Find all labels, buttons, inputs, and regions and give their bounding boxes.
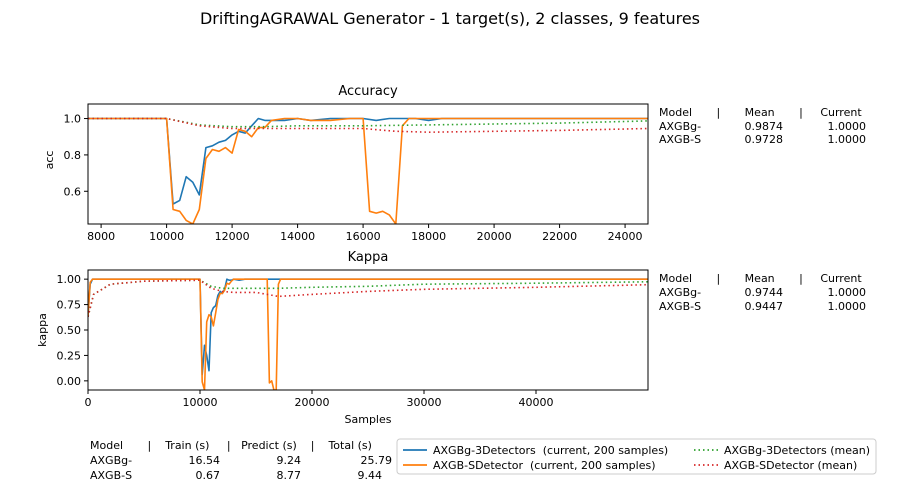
kappa-row-current: 1.0000 bbox=[828, 300, 867, 313]
accuracy-ytick-label: 1.0 bbox=[64, 113, 82, 126]
kappa-xlabel: Samples bbox=[345, 413, 392, 426]
accuracy-xtick-label: 24000 bbox=[608, 230, 643, 243]
timing-row-train: 0.67 bbox=[196, 469, 221, 482]
kappa-row-model: AXGBg- bbox=[659, 286, 701, 299]
accuracy-axes-frame bbox=[88, 104, 648, 224]
kappa-side-table-header: Model | Mean | Current bbox=[659, 272, 862, 285]
timing-table-header: Model | Train (s) | Predict (s) | Total … bbox=[90, 439, 372, 452]
accuracy-series-group bbox=[88, 119, 648, 225]
legend: AXGBg-3Detectors (current, 200 samples) … bbox=[397, 439, 876, 474]
accuracy-side-table: Model | Mean | Current AXGBg- 0.9874 1.0… bbox=[659, 106, 866, 146]
figure-title: DriftingAGRAWAL Generator - 1 target(s),… bbox=[200, 9, 700, 28]
kappa-row-mean: 0.9744 bbox=[745, 286, 784, 299]
legend-label-axgbs-current: AXGB-SDetector (current, 200 samples) bbox=[433, 459, 655, 472]
accuracy-title: Accuracy bbox=[338, 84, 398, 99]
accuracy-xtick-label: 12000 bbox=[215, 230, 250, 243]
accuracy-row-mean: 0.9728 bbox=[745, 133, 784, 146]
accuracy-row-current: 1.0000 bbox=[828, 120, 867, 133]
legend-label-axgbg-mean: AXGBg-3Detectors (mean) bbox=[724, 444, 870, 457]
timing-row-train: 16.54 bbox=[189, 454, 221, 467]
accuracy-xtick-label: 20000 bbox=[477, 230, 512, 243]
kappa-xtick-label: 20000 bbox=[295, 396, 330, 409]
kappa-row-model: AXGB-S bbox=[659, 300, 701, 313]
kappa-ylabel: kappa bbox=[36, 313, 49, 347]
accuracy-plot-area: 8000 10000 12000 14000 16000 18000 20000 22000 2… bbox=[64, 104, 649, 243]
kappa-xtick-label: 30000 bbox=[407, 396, 442, 409]
accuracy-ylabel: acc bbox=[43, 151, 56, 170]
kappa-line-axgbs-current bbox=[88, 279, 648, 390]
kappa-xtick-label: 0 bbox=[85, 396, 92, 409]
kappa-series-group bbox=[88, 279, 648, 390]
accuracy-row-current: 1.0000 bbox=[828, 133, 867, 146]
accuracy-row-mean: 0.9874 bbox=[745, 120, 784, 133]
kappa-plot-area: 0 10000 20000 30000 40000 0.00 0.25 0.50 0.75 1.0… bbox=[57, 270, 649, 409]
timing-row-total: 9.44 bbox=[358, 469, 383, 482]
accuracy-xtick-label: 18000 bbox=[411, 230, 446, 243]
kappa-ytick-label: 0.50 bbox=[57, 324, 82, 337]
legend-label-axgbs-mean: AXGB-SDetector (mean) bbox=[724, 459, 857, 472]
accuracy-xtick-label: 14000 bbox=[280, 230, 315, 243]
kappa-ytick-label: 0.75 bbox=[57, 299, 82, 312]
kappa-line-axgbg-mean bbox=[88, 280, 648, 317]
kappa-ytick-label: 0.25 bbox=[57, 349, 82, 362]
kappa-ytick-label: 0.00 bbox=[57, 375, 82, 388]
kappa-side-table: Model | Mean | Current AXGBg- 0.9744 1.0… bbox=[659, 272, 866, 313]
timing-row-predict: 8.77 bbox=[277, 469, 302, 482]
accuracy-line-axgbs-current bbox=[88, 119, 648, 225]
kappa-title: Kappa bbox=[348, 250, 389, 265]
accuracy-xtick-label: 8000 bbox=[87, 230, 115, 243]
accuracy-xtick-label: 16000 bbox=[346, 230, 381, 243]
accuracy-panel: Accuracy acc 8000 10000 12000 14000 16000 180… bbox=[43, 84, 648, 243]
accuracy-xtick-label: 10000 bbox=[149, 230, 184, 243]
accuracy-xtick-label: 22000 bbox=[542, 230, 577, 243]
timing-table: Model | Train (s) | Predict (s) | Total … bbox=[90, 439, 392, 482]
accuracy-row-model: AXGBg- bbox=[659, 120, 701, 133]
timing-row-model: AXGB-S bbox=[90, 469, 132, 482]
accuracy-ytick-label: 0.6 bbox=[64, 185, 82, 198]
accuracy-row-model: AXGB-S bbox=[659, 133, 701, 146]
timing-row-predict: 9.24 bbox=[277, 454, 302, 467]
timing-row-total: 25.79 bbox=[361, 454, 393, 467]
timing-row-model: AXGBg- bbox=[90, 454, 132, 467]
kappa-xtick-label: 40000 bbox=[519, 396, 554, 409]
accuracy-ytick-label: 0.8 bbox=[64, 149, 82, 162]
kappa-row-mean: 0.9447 bbox=[745, 300, 784, 313]
legend-label-axgbg-current: AXGBg-3Detectors (current, 200 samples) bbox=[433, 444, 668, 457]
accuracy-line-axgbs-mean bbox=[88, 119, 648, 133]
kappa-xtick-label: 10000 bbox=[183, 396, 218, 409]
kappa-row-current: 1.0000 bbox=[828, 286, 867, 299]
kappa-panel: Kappa kappa Samples 0 10000 20000 30000 4000… bbox=[36, 250, 648, 426]
accuracy-side-table-header: Model | Mean | Current bbox=[659, 106, 862, 119]
kappa-line-axgbg-current bbox=[88, 279, 648, 375]
kappa-axes-frame bbox=[88, 270, 648, 390]
kappa-ytick-label: 1.00 bbox=[57, 273, 82, 286]
